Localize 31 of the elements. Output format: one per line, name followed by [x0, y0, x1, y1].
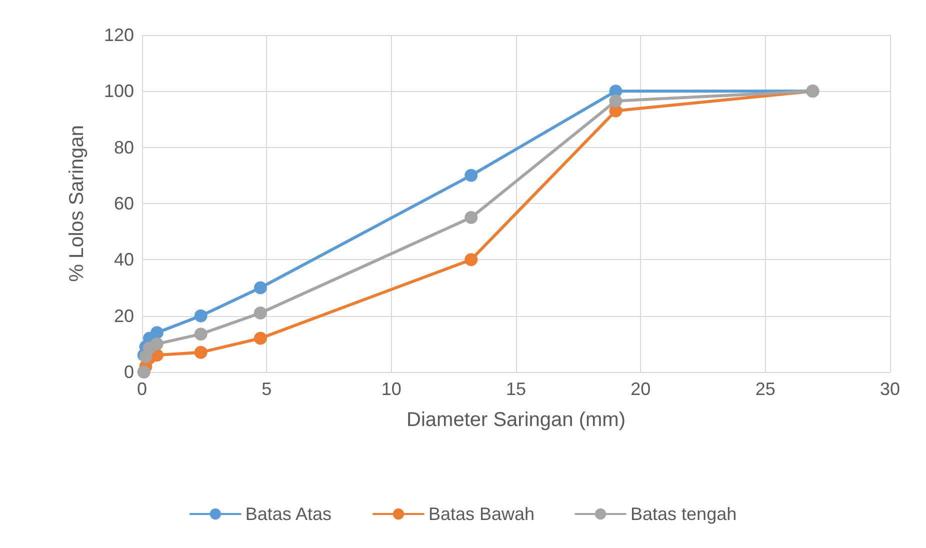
point	[609, 94, 622, 108]
point	[194, 346, 208, 359]
y-tick-label: 40	[114, 250, 134, 270]
x-tick-label: 0	[136, 379, 148, 399]
x-tick-label: 20	[630, 379, 651, 399]
point	[254, 332, 267, 345]
y-tick-label: 0	[124, 362, 134, 382]
point	[254, 281, 267, 294]
x-tick-label: 25	[755, 379, 776, 399]
point	[194, 328, 208, 341]
point	[464, 168, 478, 182]
point	[150, 337, 164, 350]
x-tick-label: 30	[880, 379, 900, 399]
x-axis-title: Diameter Saringan (mm)	[406, 409, 626, 431]
y-tick-label: 120	[104, 25, 134, 45]
point	[254, 306, 267, 320]
y-tick-label: 100	[104, 81, 134, 102]
legend-label: Batas Atas	[245, 504, 332, 524]
y-tick-label: 20	[114, 306, 134, 326]
point	[464, 253, 478, 266]
point	[464, 211, 478, 224]
legend-label: Batas Bawah	[428, 504, 535, 524]
x-tick-label: 15	[506, 379, 526, 399]
y-tick-label: 60	[114, 194, 134, 214]
y-tick-label: 80	[114, 137, 134, 158]
legend-label: Batas tengah	[630, 504, 737, 524]
x-tick-label: 10	[381, 379, 402, 399]
point	[194, 309, 208, 322]
x-tick-label: 5	[262, 379, 272, 399]
point	[150, 326, 164, 340]
y-axis-title: % Lolos Saringan	[66, 125, 88, 282]
